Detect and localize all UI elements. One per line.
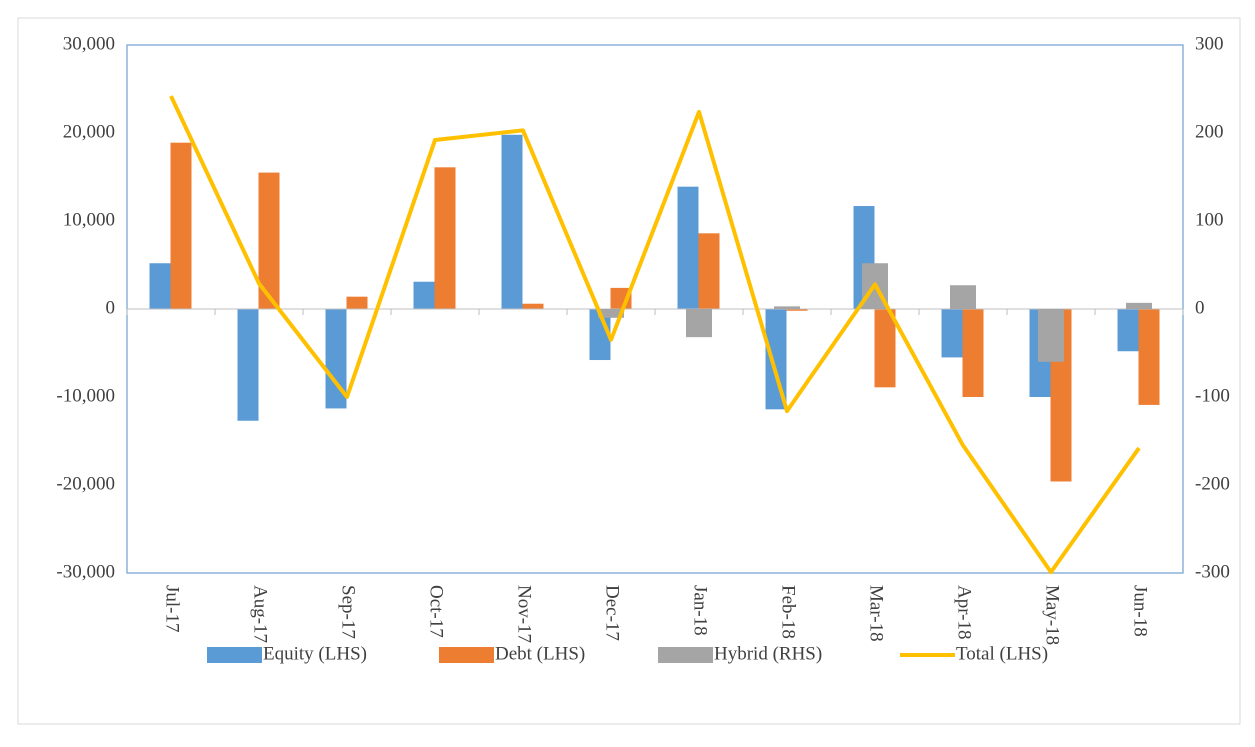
x-tick-label: Apr-18 xyxy=(954,585,975,640)
bar xyxy=(501,134,523,309)
bar xyxy=(346,296,368,309)
y-tick-label: 20,000 xyxy=(63,121,115,142)
y2-tick-label: -200 xyxy=(1195,473,1230,494)
y-tick-label: 30,000 xyxy=(63,33,115,54)
y2-tick-label: 300 xyxy=(1195,33,1224,54)
legend-label: Total (LHS) xyxy=(956,643,1048,664)
legend-swatch xyxy=(207,647,262,663)
bar xyxy=(258,172,280,309)
bar xyxy=(1038,309,1064,362)
bar xyxy=(1138,309,1160,405)
bar xyxy=(598,309,624,318)
y2-tick-label: 100 xyxy=(1195,209,1224,230)
x-tick-label: Feb-18 xyxy=(778,585,799,639)
bar xyxy=(434,167,456,309)
y-tick-label: 0 xyxy=(106,297,116,318)
x-tick-label: Nov-17 xyxy=(514,585,535,643)
y2-tick-label: 200 xyxy=(1195,121,1224,142)
bar xyxy=(962,309,984,397)
legend-swatch xyxy=(658,647,713,663)
bar xyxy=(786,309,808,311)
bar xyxy=(686,309,712,338)
y-tick-label: -10,000 xyxy=(56,385,115,406)
bar xyxy=(941,309,963,358)
bar xyxy=(413,281,435,309)
bar xyxy=(149,263,171,309)
legend-label: Equity (LHS) xyxy=(263,643,367,664)
bar xyxy=(325,309,347,409)
line xyxy=(169,95,1141,575)
x-tick-label: Oct-17 xyxy=(426,585,447,638)
bar xyxy=(237,309,259,421)
y-tick-label: 10,000 xyxy=(63,209,115,230)
bar xyxy=(1126,302,1152,309)
legend-label: Debt (LHS) xyxy=(495,643,585,664)
bar xyxy=(170,142,192,309)
x-tick-label: Jan-18 xyxy=(690,585,711,636)
bar xyxy=(522,303,544,309)
bar xyxy=(874,309,896,388)
x-tick-label: Jun-18 xyxy=(1130,585,1151,637)
y2-tick-label: -100 xyxy=(1195,385,1230,406)
x-tick-label: May-18 xyxy=(1042,585,1063,645)
x-tick-label: Jul-17 xyxy=(162,585,183,633)
x-tick-label: Aug-17 xyxy=(250,585,271,643)
bar xyxy=(1117,309,1139,352)
y2-tick-label: -300 xyxy=(1195,561,1230,582)
bar xyxy=(677,186,699,309)
bar xyxy=(698,233,720,309)
y2-tick-label: 0 xyxy=(1195,297,1205,318)
y-tick-label: -30,000 xyxy=(56,561,115,582)
x-tick-label: Mar-18 xyxy=(866,585,887,642)
bar xyxy=(774,306,800,309)
y-tick-label: -20,000 xyxy=(56,473,115,494)
bar xyxy=(950,285,976,309)
x-tick-label: Dec-17 xyxy=(602,585,623,641)
legend-swatch xyxy=(439,647,494,663)
bar xyxy=(765,309,787,410)
x-tick-label: Sep-17 xyxy=(338,585,359,639)
legend-label: Hybrid (RHS) xyxy=(714,643,822,664)
